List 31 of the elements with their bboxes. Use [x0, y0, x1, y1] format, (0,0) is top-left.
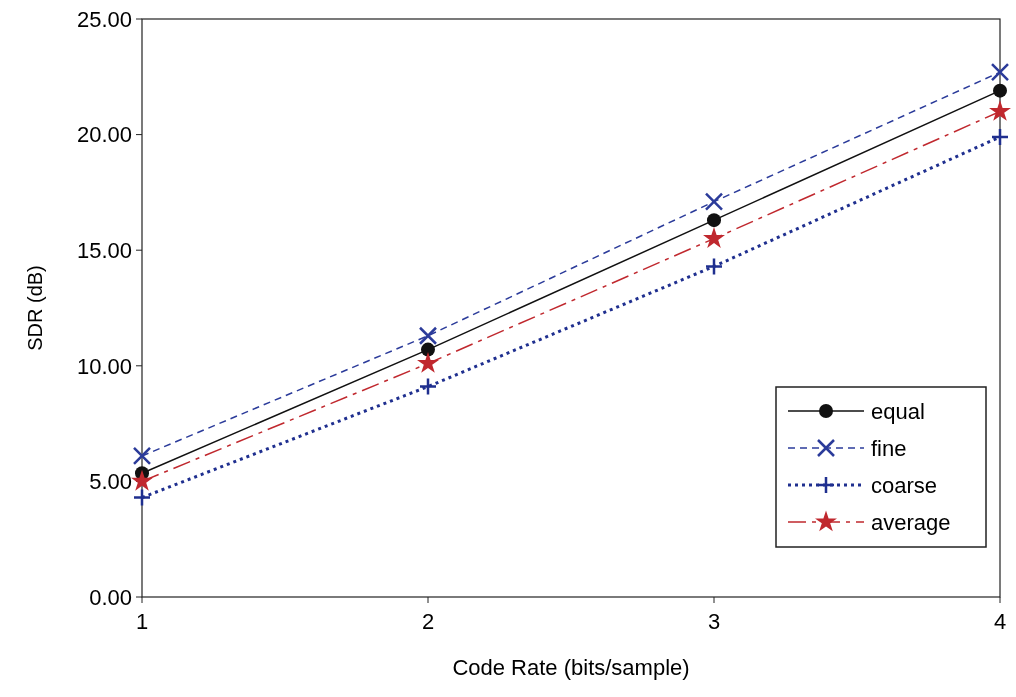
y-tick-label: 10.00: [76, 353, 132, 379]
point: [132, 488, 152, 507]
point: [993, 83, 1007, 98]
point: [704, 257, 724, 276]
point: [421, 342, 435, 357]
point: [418, 326, 438, 345]
legend-label: average: [871, 509, 951, 535]
point: [417, 351, 439, 373]
x-tick-label: 2: [421, 609, 435, 634]
y-tick-label: 5.00: [89, 469, 132, 495]
point: [707, 213, 721, 228]
point: [418, 377, 438, 396]
point: [132, 446, 152, 466]
legend-label: coarse: [871, 472, 938, 498]
point: [703, 227, 725, 248]
legend-label: fine: [871, 435, 907, 461]
y-axis-title: SDR (dB): [24, 265, 46, 351]
point: [990, 127, 1010, 147]
point: [704, 192, 724, 211]
y-tick-label: 0.00: [89, 584, 132, 610]
y-tick-label: 20.00: [76, 122, 132, 148]
y-tick-label: 25.00: [76, 6, 132, 32]
x-tick-label: 3: [707, 609, 721, 634]
x-axis-title: Code Rate (bits/sample): [452, 655, 690, 680]
y-tick-label: 15.00: [76, 237, 132, 263]
x-tick-label: 1: [135, 609, 149, 634]
x-tick-label: 4: [993, 609, 1007, 634]
legend-label: equal: [871, 398, 925, 424]
point: [131, 469, 153, 491]
point: [990, 62, 1010, 82]
point: [989, 99, 1011, 121]
